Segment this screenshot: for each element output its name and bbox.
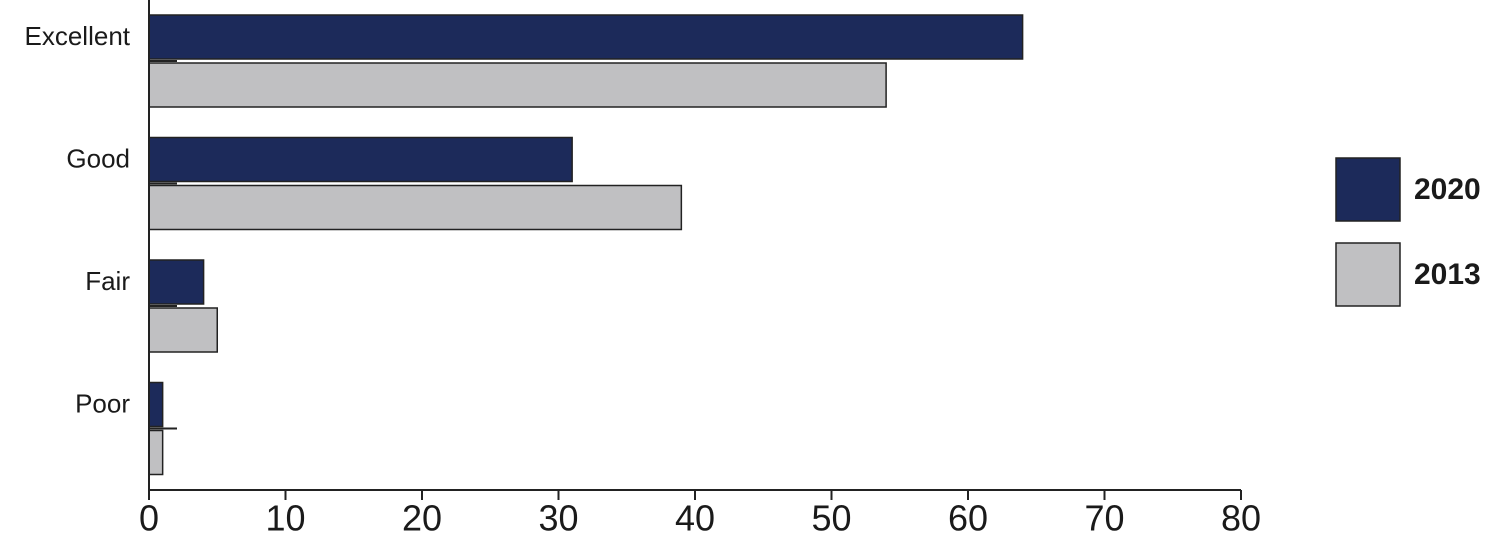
bar [148, 259, 205, 305]
bar [148, 184, 683, 231]
x-tick-label: 40 [675, 498, 715, 539]
legend-label: 2013 [1414, 258, 1481, 291]
x-tick-label: 50 [811, 498, 851, 539]
y-tick-label: Good [66, 143, 130, 173]
x-tick-label: 30 [538, 498, 578, 539]
x-tick-label: 60 [948, 498, 988, 539]
bar [148, 136, 573, 183]
bar [148, 62, 887, 108]
x-tick-label: 70 [1084, 498, 1124, 539]
legend-swatch [1335, 157, 1401, 222]
x-tick-label: 20 [402, 498, 442, 539]
x-tick-label: 0 [139, 498, 159, 539]
bar [148, 14, 1024, 60]
x-tick-label: 10 [265, 498, 305, 539]
bar [148, 307, 218, 353]
legend-swatch [1335, 242, 1401, 307]
y-tick-label: Poor [75, 388, 130, 418]
x-tick-label: 80 [1221, 498, 1261, 539]
y-tick-label: Fair [85, 266, 130, 296]
bar [148, 429, 164, 476]
legend-label: 2020 [1414, 173, 1481, 206]
y-tick-label: Excellent [25, 21, 131, 51]
bar [148, 381, 164, 428]
